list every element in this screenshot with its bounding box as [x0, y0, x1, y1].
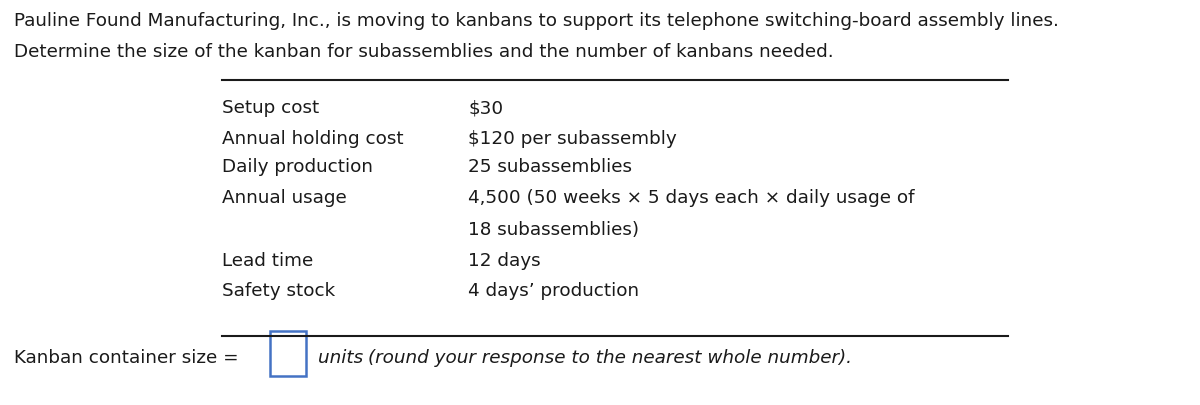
Text: 4 days’ production: 4 days’ production [468, 281, 640, 299]
Text: Annual usage: Annual usage [222, 188, 347, 206]
Text: Determine the size of the kanban for subassemblies and the number of kanbans nee: Determine the size of the kanban for sub… [14, 43, 834, 60]
Text: $30: $30 [468, 99, 503, 117]
Text: Daily production: Daily production [222, 158, 373, 176]
Text: Pauline Found Manufacturing, Inc., is moving to kanbans to support its telephone: Pauline Found Manufacturing, Inc., is mo… [14, 12, 1060, 30]
Text: Safety stock: Safety stock [222, 281, 335, 299]
Text: $120 per subassembly: $120 per subassembly [468, 130, 677, 147]
Text: (round your response to the nearest whole number).: (round your response to the nearest whol… [368, 349, 852, 367]
Text: 25 subassemblies: 25 subassemblies [468, 158, 632, 176]
Text: Setup cost: Setup cost [222, 99, 319, 117]
Text: 18 subassemblies): 18 subassemblies) [468, 221, 640, 239]
Text: Kanban container size =: Kanban container size = [14, 349, 245, 367]
Text: 12 days: 12 days [468, 251, 541, 269]
Text: 4,500 (50 weeks × 5 days each × daily usage of: 4,500 (50 weeks × 5 days each × daily us… [468, 188, 914, 206]
Text: units: units [318, 349, 370, 367]
Text: Annual holding cost: Annual holding cost [222, 130, 403, 147]
Bar [270, 331, 306, 376]
Text: Lead time: Lead time [222, 251, 313, 269]
